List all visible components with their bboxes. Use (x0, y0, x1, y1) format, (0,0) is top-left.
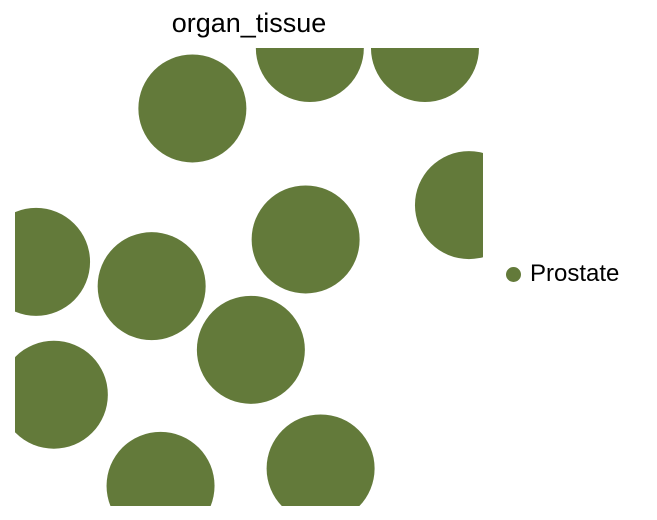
scatter-point-0-8 (15, 340, 108, 449)
legend-marker-prostate (506, 266, 521, 282)
legend: Prostate (506, 260, 619, 288)
scatter-point-0-0 (138, 54, 247, 163)
scatter-point-0-2 (370, 48, 479, 102)
scatter-point-0-7 (196, 295, 305, 404)
legend-label-prostate: Prostate (530, 260, 620, 287)
scatter-point-0-10 (266, 414, 375, 506)
scatter-point-0-4 (15, 207, 91, 316)
chart-title: organ_tissue (171, 8, 327, 38)
scatter-plot (15, 48, 483, 506)
scatter-point-0-3 (414, 151, 483, 260)
scatter-point-0-5 (97, 232, 206, 341)
points-layer (15, 48, 483, 506)
scatter-point-0-1 (255, 48, 364, 102)
scatter-point-0-6 (251, 185, 360, 294)
scatter-point-0-9 (106, 431, 215, 506)
